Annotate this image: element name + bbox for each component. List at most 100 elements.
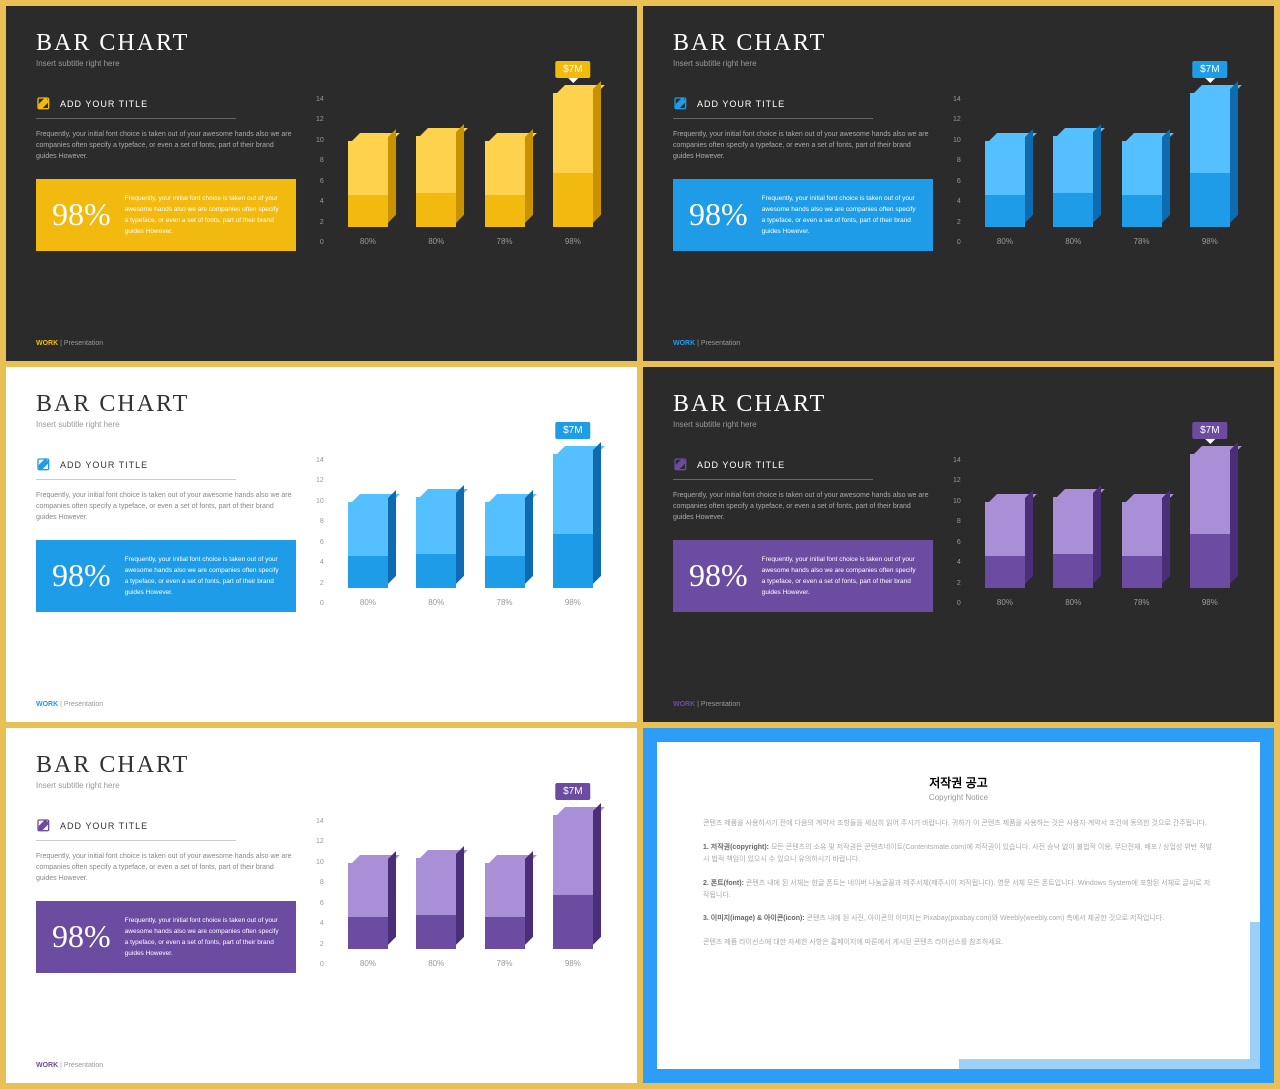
section-label: ADD YOUR TITLE: [697, 460, 785, 470]
y-tick: 0: [957, 239, 961, 246]
y-tick: 0: [320, 961, 324, 968]
bar-column: $7M 98%: [553, 815, 593, 968]
section-label: ADD YOUR TITLE: [60, 821, 148, 831]
slide-grid: BAR CHART Insert subtitle right here ADD…: [6, 6, 1274, 1083]
edit-icon: [36, 818, 52, 834]
page-subtitle: Insert subtitle right here: [673, 420, 1244, 429]
copyright-title: 저작권 공고: [703, 774, 1214, 791]
bar-column: 80%: [1053, 136, 1093, 246]
y-tick: 6: [957, 178, 961, 185]
highlight-text: Frequently, your initial font choice is …: [762, 193, 917, 237]
left-column: ADD YOUR TITLE Frequently, your initial …: [673, 457, 933, 637]
y-axis: 14121086420: [953, 457, 967, 607]
bar-label: 80%: [360, 237, 376, 246]
footer-brand: WORK: [673, 701, 695, 708]
y-tick: 2: [320, 941, 324, 948]
bar: [1190, 93, 1230, 227]
y-tick: 2: [320, 580, 324, 587]
copyright-para: 3. 이미지(image) & 아이콘(icon): 콘텐츠 내에 된 사진, …: [703, 913, 1214, 925]
highlight-percent: 98%: [52, 557, 111, 594]
page-title: BAR CHART: [36, 30, 607, 57]
page-title: BAR CHART: [36, 752, 607, 779]
y-tick: 6: [320, 178, 324, 185]
y-tick: 2: [957, 219, 961, 226]
y-tick: 2: [320, 219, 324, 226]
slide-footer: WORK | Presentation: [36, 1062, 103, 1069]
bar-label: 78%: [497, 959, 513, 968]
bar-column: 78%: [1122, 502, 1162, 607]
chart-slide: BAR CHART Insert subtitle right here ADD…: [643, 367, 1274, 722]
copyright-subtitle: Copyright Notice: [703, 793, 1214, 802]
page-subtitle: Insert subtitle right here: [36, 59, 607, 68]
slide-footer: WORK | Presentation: [673, 340, 740, 347]
y-tick: 0: [320, 239, 324, 246]
y-tick: 2: [957, 580, 961, 587]
copyright-para: 1. 저작권(copyright): 모든 콘텐츠의 소유 및 저작권은 콘텐츠…: [703, 842, 1214, 866]
highlight-percent: 98%: [52, 196, 111, 233]
bar-column: 80%: [348, 502, 388, 607]
bar: [1122, 141, 1162, 227]
bar-label: 98%: [565, 598, 581, 607]
footer-brand: WORK: [36, 340, 58, 347]
bar-column: $7M 98%: [553, 93, 593, 246]
y-tick: 12: [316, 477, 324, 484]
page-title: BAR CHART: [673, 391, 1244, 418]
bar: [348, 863, 388, 949]
edit-icon: [673, 96, 689, 112]
footer-brand: WORK: [673, 340, 695, 347]
chart-slide: BAR CHART Insert subtitle right here ADD…: [6, 728, 637, 1083]
callout-badge: $7M: [555, 783, 590, 800]
y-tick: 4: [957, 559, 961, 566]
chart-area: 14121086420 80%: [316, 818, 607, 998]
bar-label: 98%: [1202, 598, 1218, 607]
bar: [1053, 136, 1093, 227]
callout-badge: $7M: [1192, 61, 1227, 78]
highlight-box: 98% Frequently, your initial font choice…: [36, 540, 296, 612]
left-column: ADD YOUR TITLE Frequently, your initial …: [36, 818, 296, 998]
copyright-para: 콘텐츠 제품을 사용하시기 전에 다음의 계약서 조항들을 세심히 읽어 주시기…: [703, 818, 1214, 830]
bar-label: 78%: [1134, 598, 1150, 607]
section-head: ADD YOUR TITLE: [36, 818, 236, 841]
bar-column: 80%: [985, 502, 1025, 607]
bar-column: 78%: [485, 141, 525, 246]
bar-column: 80%: [985, 141, 1025, 246]
bars-container: 80% 80% 78%: [334, 96, 607, 246]
highlight-box: 98% Frequently, your initial font choice…: [673, 540, 933, 612]
y-tick: 12: [953, 477, 961, 484]
callout-badge: $7M: [555, 422, 590, 439]
slide-footer: WORK | Presentation: [36, 340, 103, 347]
y-tick: 14: [316, 818, 324, 825]
highlight-text: Frequently, your initial font choice is …: [125, 193, 280, 237]
highlight-percent: 98%: [689, 557, 748, 594]
section-head: ADD YOUR TITLE: [36, 457, 236, 480]
highlight-text: Frequently, your initial font choice is …: [762, 554, 917, 598]
page-subtitle: Insert subtitle right here: [673, 59, 1244, 68]
left-column: ADD YOUR TITLE Frequently, your initial …: [36, 96, 296, 276]
edit-icon: [36, 457, 52, 473]
copyright-slide: 저작권 공고 Copyright Notice 콘텐츠 제품을 사용하시기 전에…: [643, 728, 1274, 1083]
footer-rest: | Presentation: [58, 1062, 103, 1069]
y-tick: 0: [320, 600, 324, 607]
chart-area: 14121086420 80%: [316, 457, 607, 637]
y-axis: 14121086420: [953, 96, 967, 246]
bar-column: 80%: [348, 141, 388, 246]
page-title: BAR CHART: [673, 30, 1244, 57]
y-tick: 12: [316, 116, 324, 123]
bar-column: 80%: [348, 863, 388, 968]
description-text: Frequently, your initial font choice is …: [673, 490, 933, 524]
y-axis: 14121086420: [316, 96, 330, 246]
highlight-percent: 98%: [689, 196, 748, 233]
y-tick: 12: [316, 838, 324, 845]
left-column: ADD YOUR TITLE Frequently, your initial …: [673, 96, 933, 276]
y-tick: 10: [316, 498, 324, 505]
bar: [1053, 497, 1093, 588]
bar-column: 80%: [416, 136, 456, 246]
chart-column: 14121086420 80%: [953, 457, 1244, 637]
description-text: Frequently, your initial font choice is …: [36, 490, 296, 524]
bar: [553, 454, 593, 588]
bar-label: 80%: [1065, 598, 1081, 607]
bar: [1122, 502, 1162, 588]
bar-label: 98%: [565, 959, 581, 968]
callout-badge: $7M: [1192, 422, 1227, 439]
bars-container: 80% 80% 78%: [971, 457, 1244, 607]
